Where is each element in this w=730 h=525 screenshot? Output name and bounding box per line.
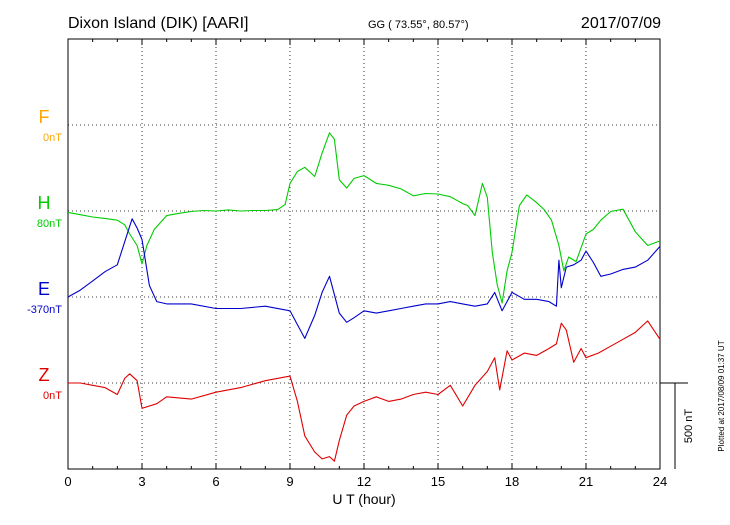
channel-baseline-Z: 0nT (43, 390, 62, 402)
series-Z (68, 320, 661, 462)
x-tick-label: 21 (579, 474, 593, 489)
date-label: 2017/07/09 (581, 15, 661, 32)
x-axis-tick-labels: 0 3 6 9 12 15 18 21 24 (64, 474, 667, 489)
x-axis-ticks (67, 39, 661, 469)
channel-letter-E: E (38, 279, 50, 299)
station-title: Dixon Island (DIK) [AARI] (68, 15, 249, 32)
series-lines (67, 132, 661, 462)
grid-lines (68, 39, 660, 469)
x-tick-label: 0 (64, 474, 71, 489)
series-E (67, 218, 661, 339)
channel-letter-H: H (38, 193, 51, 213)
channel-baseline-H: 80nT (37, 218, 62, 230)
x-tick-label: 15 (431, 474, 445, 489)
x-tick-label: 24 (653, 474, 667, 489)
series-H (67, 132, 661, 304)
plotted-note: Plotted at 2017/08/09 01:37 UT (717, 340, 726, 451)
channel-baseline-E: -370nT (27, 304, 62, 316)
scale-bar-label: 500 nT (683, 409, 695, 444)
x-tick-label: 18 (505, 474, 519, 489)
x-tick-label: 6 (212, 474, 219, 489)
x-axis-label: U T (hour) (332, 491, 395, 507)
channel-baseline-F: 0nT (43, 132, 62, 144)
channel-labels: F 0nT H 80nT E -370nT Z 0nT (27, 107, 62, 402)
x-tick-label: 12 (357, 474, 371, 489)
channel-letter-F: F (39, 107, 50, 127)
x-tick-label: 3 (138, 474, 145, 489)
coords-label: GG ( 73.55°, 80.57°) (368, 19, 469, 31)
x-tick-label: 9 (286, 474, 293, 489)
channel-letter-Z: Z (39, 365, 50, 385)
scale-bar: 500 nT (660, 382, 695, 469)
